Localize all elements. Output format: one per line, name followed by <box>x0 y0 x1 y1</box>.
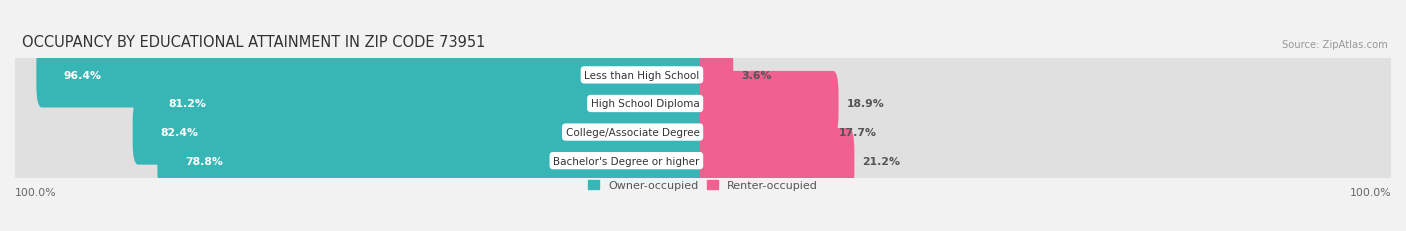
Text: Bachelor's Degree or higher: Bachelor's Degree or higher <box>553 156 700 166</box>
Text: Source: ZipAtlas.com: Source: ZipAtlas.com <box>1282 40 1388 50</box>
FancyBboxPatch shape <box>700 128 1395 193</box>
Text: 82.4%: 82.4% <box>160 128 198 137</box>
FancyBboxPatch shape <box>700 100 1395 165</box>
FancyBboxPatch shape <box>11 128 706 193</box>
Text: 100.0%: 100.0% <box>15 188 56 198</box>
FancyBboxPatch shape <box>141 72 709 137</box>
Text: High School Diploma: High School Diploma <box>591 99 700 109</box>
Text: 96.4%: 96.4% <box>63 71 101 81</box>
Text: 78.8%: 78.8% <box>186 156 222 166</box>
Text: Less than High School: Less than High School <box>585 71 700 81</box>
Text: 3.6%: 3.6% <box>741 71 772 81</box>
FancyBboxPatch shape <box>700 72 1395 137</box>
FancyBboxPatch shape <box>157 128 709 193</box>
FancyBboxPatch shape <box>700 72 838 137</box>
Text: 81.2%: 81.2% <box>169 99 207 109</box>
FancyBboxPatch shape <box>700 43 1395 108</box>
Text: 18.9%: 18.9% <box>846 99 884 109</box>
Text: OCCUPANCY BY EDUCATIONAL ATTAINMENT IN ZIP CODE 73951: OCCUPANCY BY EDUCATIONAL ATTAINMENT IN Z… <box>22 35 485 50</box>
FancyBboxPatch shape <box>11 43 706 108</box>
Legend: Owner-occupied, Renter-occupied: Owner-occupied, Renter-occupied <box>588 180 818 190</box>
FancyBboxPatch shape <box>11 100 706 165</box>
Text: 17.7%: 17.7% <box>838 128 876 137</box>
Text: 21.2%: 21.2% <box>863 156 901 166</box>
FancyBboxPatch shape <box>11 72 706 137</box>
FancyBboxPatch shape <box>700 128 855 193</box>
FancyBboxPatch shape <box>37 43 709 108</box>
FancyBboxPatch shape <box>700 100 831 165</box>
Text: College/Associate Degree: College/Associate Degree <box>565 128 700 137</box>
Text: 100.0%: 100.0% <box>1350 188 1391 198</box>
FancyBboxPatch shape <box>132 100 709 165</box>
FancyBboxPatch shape <box>700 43 734 108</box>
